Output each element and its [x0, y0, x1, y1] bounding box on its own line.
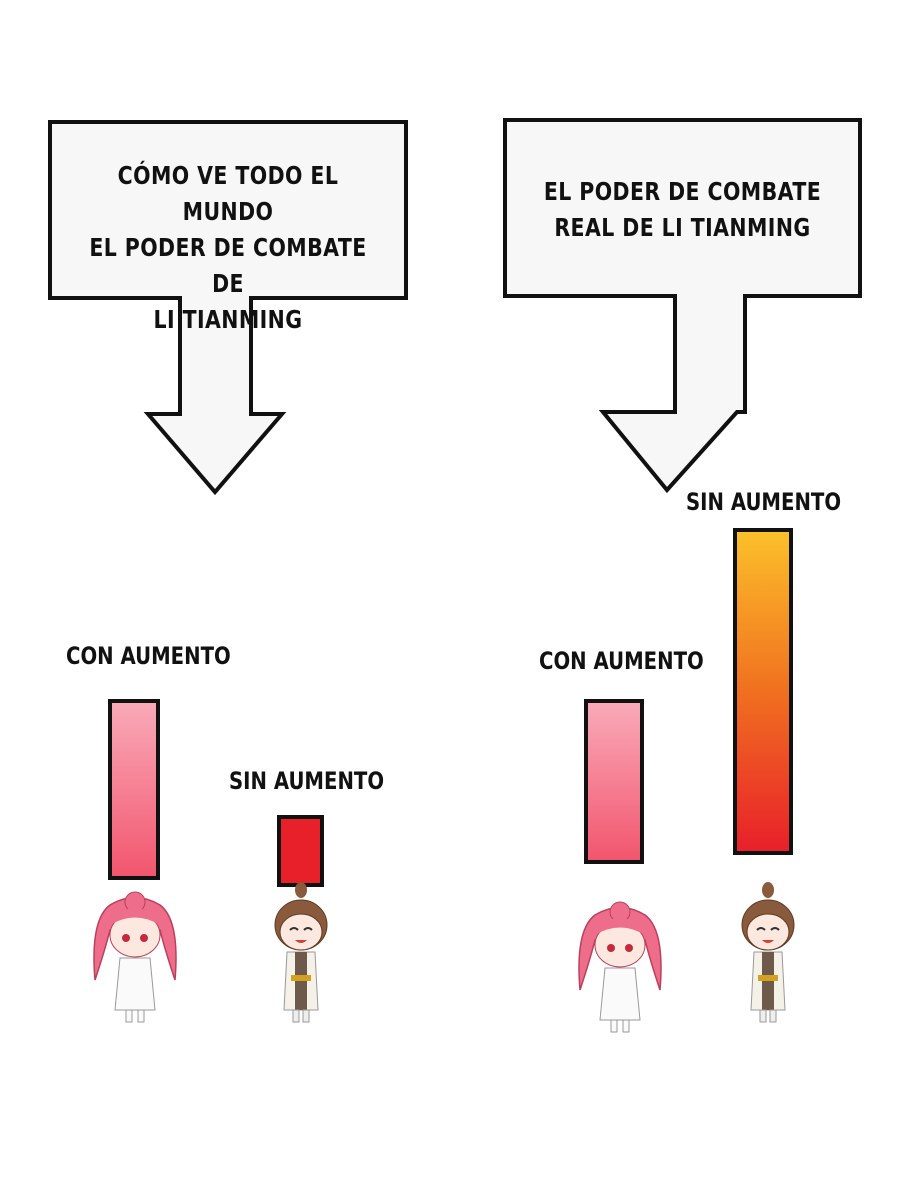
label-con-aumento-right: CON AUMENTO	[539, 647, 704, 675]
girl-character-right	[578, 901, 662, 1033]
caption-line: EL PODER DE COMBATE DE	[89, 233, 367, 298]
label-sin-aumento-right: SIN AUMENTO	[686, 488, 842, 516]
boy-character-right	[741, 881, 795, 1023]
bar-sin-aumento-left	[277, 815, 324, 887]
caption-line: EL PODER DE COMBATE	[543, 177, 822, 206]
label-sin-aumento-left: SIN AUMENTO	[229, 767, 385, 795]
caption-line: CÓMO VE TODO EL MUNDO	[117, 161, 339, 226]
arrow-callouts	[48, 118, 862, 496]
caption-line: LI TIANMING	[153, 305, 303, 334]
boy-character-left	[274, 881, 328, 1023]
bar-sin-aumento-right	[733, 528, 793, 855]
bar-con-aumento-right	[584, 699, 644, 864]
characters	[93, 881, 795, 1033]
label-con-aumento-left: CON AUMENTO	[66, 642, 231, 670]
left-caption: CÓMO VE TODO EL MUNDO EL PODER DE COMBAT…	[82, 158, 374, 338]
caption-line: REAL DE LI TIANMING	[554, 213, 811, 242]
bar-con-aumento-left	[108, 699, 160, 880]
right-arrow-callout	[503, 118, 862, 494]
girl-character-left	[93, 891, 177, 1023]
right-caption: EL PODER DE COMBATE REAL DE LI TIANMING	[537, 174, 828, 246]
left-arrow-callout	[48, 120, 408, 496]
